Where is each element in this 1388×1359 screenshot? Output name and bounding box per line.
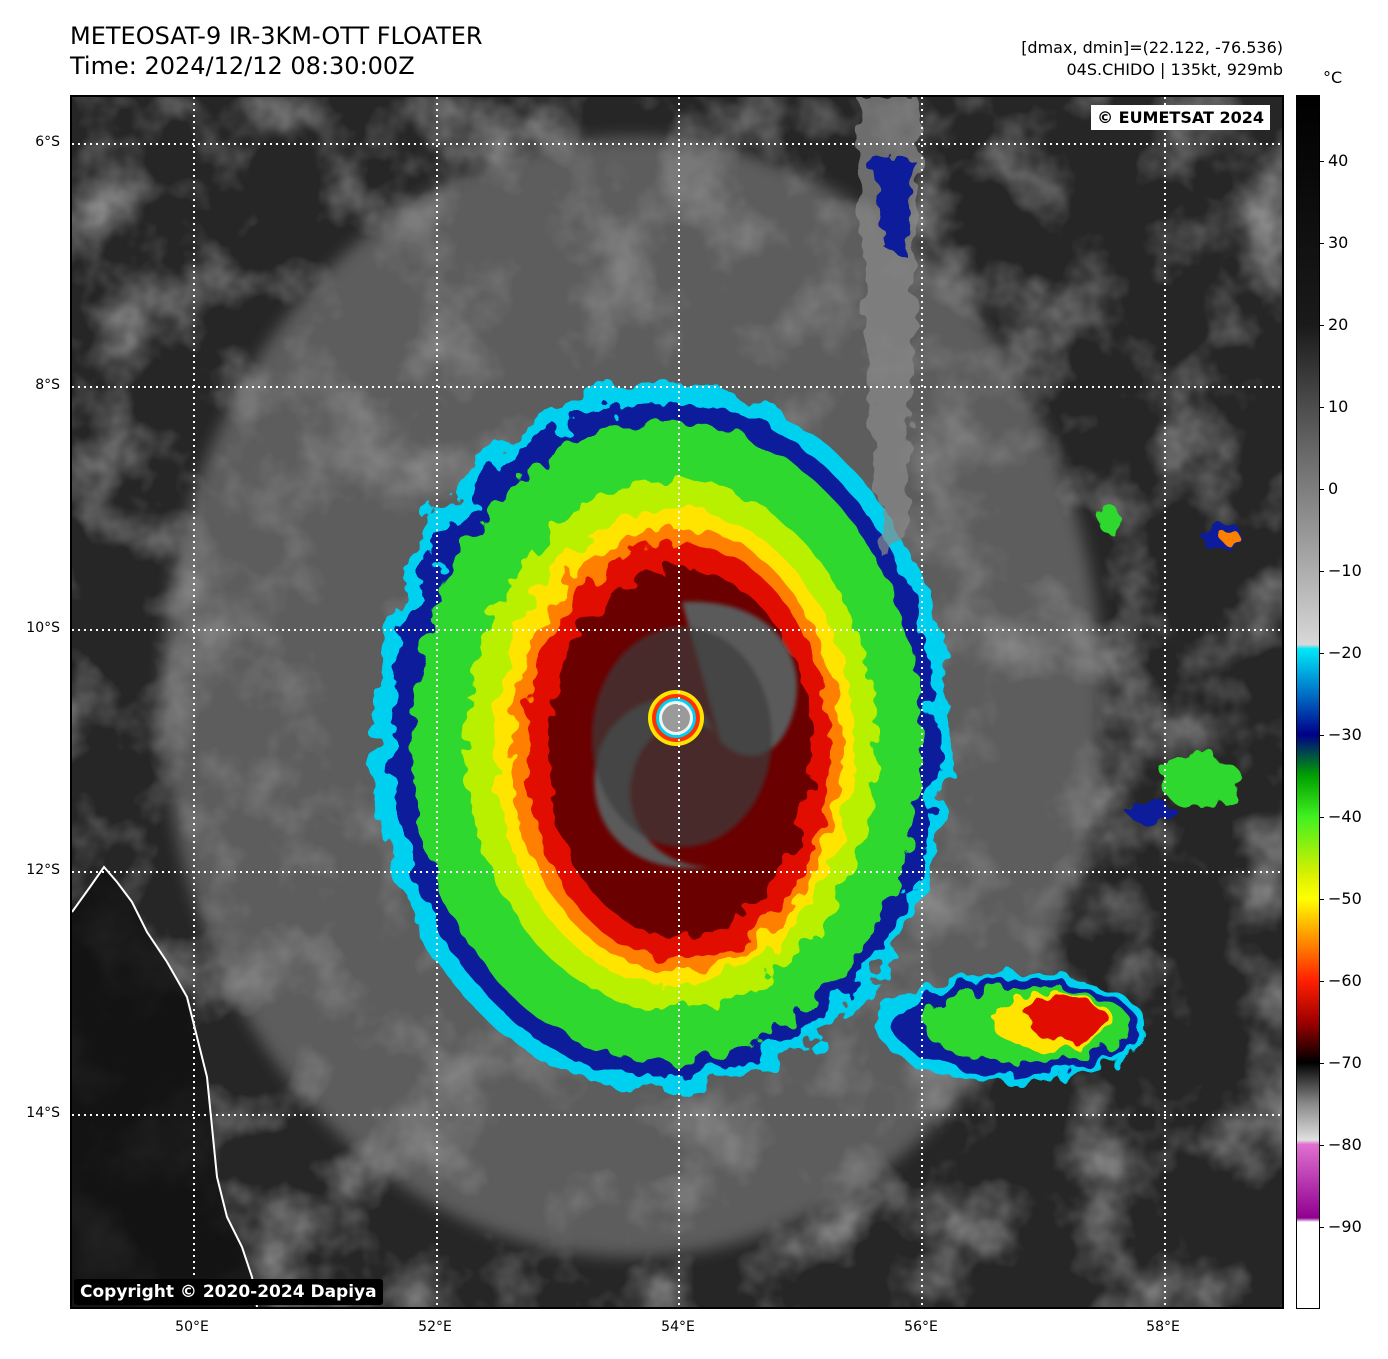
e-cell-3 <box>1162 754 1242 810</box>
madagascar-coast <box>72 865 258 1307</box>
lat-label-12s: 12°S <box>26 862 60 878</box>
colorbar-tick-mark <box>1320 980 1324 982</box>
lon-label-54e: 54°E <box>661 1319 695 1335</box>
lon-label-58e: 58°E <box>1146 1319 1180 1335</box>
colorbar-tick-mark <box>1320 324 1324 326</box>
eumetsat-watermark: © EUMETSAT 2024 <box>1091 105 1270 130</box>
e-cell-1-core <box>1222 532 1242 546</box>
storm-info: 04S.CHIDO | 135kt, 929mb <box>1066 60 1283 79</box>
colorbar-tick-label: 20 <box>1328 314 1349 334</box>
lon-label-52e: 52°E <box>418 1319 452 1335</box>
map-time: Time: 2024/12/12 08:30:00Z <box>70 52 415 80</box>
madagascar-land <box>72 867 257 1307</box>
colorbar-tick-mark <box>1320 652 1324 654</box>
colorbar-tick-label: 30 <box>1328 232 1349 252</box>
colorbar-tick-label: −90 <box>1328 1216 1362 1236</box>
colorbar-tick-label: −60 <box>1328 970 1362 990</box>
colorbar-tick-mark <box>1320 488 1324 490</box>
lat-label-6s: 6°S <box>35 134 60 150</box>
e-cell-4 <box>1127 802 1177 822</box>
stats-text: [dmax, dmin]=(22.122, -76.536) <box>1021 38 1283 57</box>
temperature-colorbar <box>1296 95 1320 1309</box>
colorbar-tick-label: −20 <box>1328 642 1362 662</box>
e-cell-2 <box>1100 508 1124 536</box>
colorbar-tick-mark <box>1320 1144 1324 1146</box>
lon-label-56e: 56°E <box>904 1319 938 1335</box>
colorbar-tick-mark <box>1320 898 1324 900</box>
colorbar-tick-mark <box>1320 570 1324 572</box>
satellite-map: © EUMETSAT 2024 Copyright © 2020-2024 Da… <box>70 95 1284 1309</box>
colorbar-tick-mark <box>1320 1226 1324 1228</box>
colorbar-tick-label: −80 <box>1328 1134 1362 1154</box>
colorbar-tick-label: 0 <box>1328 478 1339 498</box>
map-title: METEOSAT-9 IR-3KM-OTT FLOATER <box>70 22 483 50</box>
lat-label-8s: 8°S <box>35 377 60 393</box>
colorbar-tick-mark <box>1320 242 1324 244</box>
colorbar-tick-label: −70 <box>1328 1052 1362 1072</box>
colorbar-tick-label: −40 <box>1328 806 1362 826</box>
colorbar-unit: °C <box>1323 68 1343 87</box>
colorbar-tick-label: 40 <box>1328 150 1349 170</box>
colorbar-tick-mark <box>1320 816 1324 818</box>
colorbar-tick-label: −30 <box>1328 724 1362 744</box>
colorbar-tick-mark <box>1320 160 1324 162</box>
colorbar-tick-label: −50 <box>1328 888 1362 908</box>
northern-band-color <box>872 157 912 257</box>
eye-center <box>662 704 690 732</box>
copyright-watermark: Copyright © 2020-2024 Dapiya <box>74 1279 383 1305</box>
colorbar-tick-mark <box>1320 1062 1324 1064</box>
colorbar-tick-label: −10 <box>1328 560 1362 580</box>
se-cell-red <box>1027 997 1107 1041</box>
graticule <box>72 97 1282 1307</box>
lon-label-50e: 50°E <box>175 1319 209 1335</box>
lat-label-14s: 14°S <box>26 1105 60 1121</box>
colorbar-tick-mark <box>1320 734 1324 736</box>
colorbar-tick-label: 10 <box>1328 396 1349 416</box>
lat-label-10s: 10°S <box>26 620 60 636</box>
colorbar-tick-mark <box>1320 406 1324 408</box>
ir-imagery <box>72 97 1282 1307</box>
